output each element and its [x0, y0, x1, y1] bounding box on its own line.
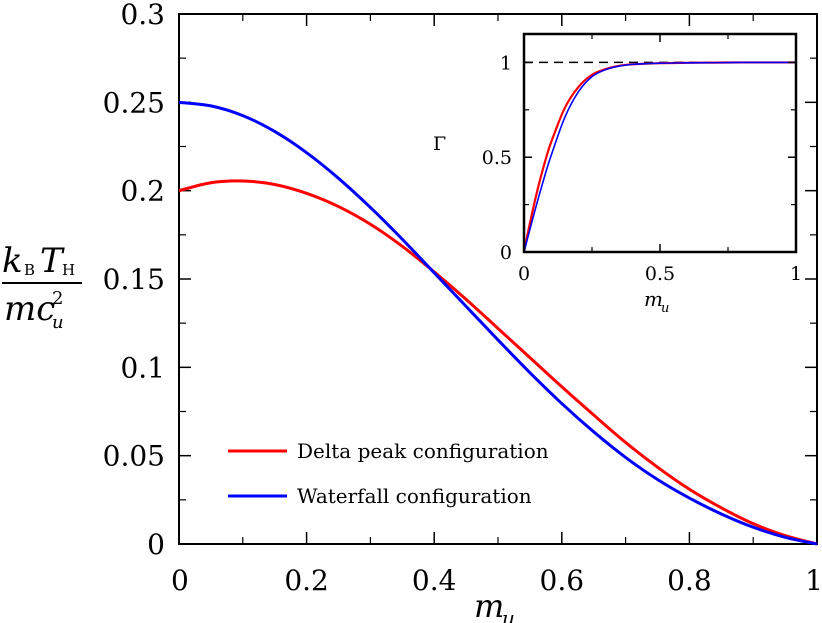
inset-series [522, 61, 796, 253]
y-tick-label: 0.2 [120, 175, 165, 208]
inset-x-tick-label: 0 [518, 263, 530, 285]
ylabel-k: k [2, 241, 23, 281]
series-line-waterfall [178, 100, 818, 546]
y-tick-label: 0.15 [103, 263, 165, 296]
inset-x-tick-label: 0.5 [645, 263, 675, 285]
ylabel-sup: 2 [52, 288, 63, 309]
legend-label-delta: Delta peak configuration [297, 439, 549, 463]
series-line-delta [178, 179, 818, 546]
y-tick-label: 0.1 [120, 351, 165, 384]
inset-background [524, 34, 796, 252]
x-tick-label: 0.4 [412, 564, 457, 597]
main-tick-labels: 0 0.2 0.4 0.6 0.8 1 0 0.05 0.1 0.15 0.2 0.25 0.3 [103, 0, 822, 597]
legend: Delta peak configuration Waterfall confi… [228, 439, 549, 508]
legend-label-waterfall: Waterfall configuration [297, 484, 532, 508]
inset-y-tick-label: 0.5 [482, 147, 512, 169]
y-tick-label: 0.05 [103, 440, 165, 473]
x-tick-label: 0.2 [284, 564, 329, 597]
inset-y-tick-label: 1 [500, 52, 512, 74]
inset-y-tick-label: 0 [500, 242, 512, 264]
y-tick-label: 0.3 [120, 0, 165, 31]
ylabel-T: T [40, 241, 65, 281]
y-tick-label: 0 [147, 528, 165, 561]
x-tick-label: 0.8 [667, 564, 712, 597]
ylabel-sub: u [52, 312, 64, 333]
x-tick-label: 0.6 [540, 564, 585, 597]
ylabel-mc: mc [4, 289, 55, 329]
inset-ticks [523, 34, 797, 253]
main-y-axis-label: k B T H mc 2 u [2, 241, 82, 333]
x-tick-label: 0 [171, 564, 189, 597]
inset-tick-labels: 0 0.5 1 0 0.5 1 [482, 52, 802, 285]
y-tick-label: 0.25 [103, 86, 165, 119]
inset-plot: 0 0.5 1 0 0.5 1 Γ m u [433, 32, 802, 316]
inset-xlabel-sub: u [661, 301, 669, 316]
inset-ylabel: Γ [433, 133, 446, 155]
inset-xlabel-m: m [644, 287, 663, 311]
main-x-axis-label: m u [474, 587, 515, 623]
main-plot: 0 0.2 0.4 0.6 0.8 1 0 0.05 0.1 0.15 0.2 0.25 0.3 [103, 0, 822, 597]
ylabel-k-sub: B [24, 261, 35, 279]
ylabel-T-sub: H [62, 261, 75, 279]
main-series [178, 100, 818, 546]
xlabel-m: m [474, 587, 504, 623]
xlabel-sub: u [502, 606, 515, 623]
inset-series-blue [523, 61, 796, 253]
inset-x-tick-label: 1 [790, 263, 802, 285]
x-tick-label: 1 [805, 564, 822, 597]
